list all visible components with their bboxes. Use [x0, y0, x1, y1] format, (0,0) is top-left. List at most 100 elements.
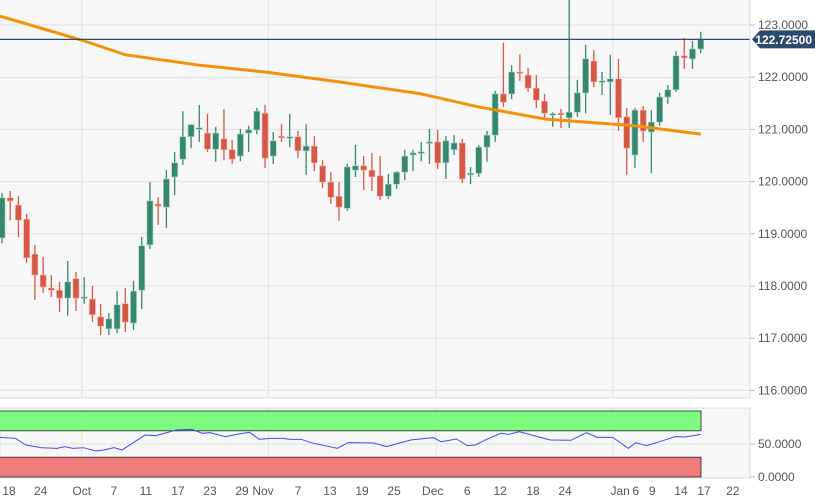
- date-axis: 18 24 Oct 7 11 17 23 29 Nov 7 13 19 25 Dec 6 12 18 24 Jan 6…: [2, 484, 739, 498]
- candle-body: [335, 195, 343, 208]
- candle-body: [409, 152, 417, 156]
- candle: [475, 145, 483, 177]
- candle: [393, 171, 400, 189]
- candle: [606, 54, 614, 115]
- candle: [516, 54, 524, 81]
- candle: [138, 236, 146, 309]
- candle: [97, 303, 104, 336]
- candle: [269, 132, 277, 164]
- candle-body: [72, 278, 80, 299]
- candle-body: [672, 55, 680, 91]
- candle-body: [294, 136, 302, 152]
- candle-body: [31, 253, 39, 276]
- candle: [352, 145, 359, 177]
- candle-body: [302, 145, 310, 152]
- last-price-badge: 122.72500: [752, 30, 815, 49]
- candle: [64, 260, 72, 316]
- candle-body: [376, 175, 384, 197]
- candle: [56, 281, 63, 313]
- date-tick-label: Dec: [422, 484, 443, 498]
- candle: [631, 107, 639, 169]
- candle: [385, 173, 392, 199]
- candle: [154, 197, 162, 225]
- candle: [302, 124, 310, 175]
- candle-body: [500, 93, 507, 103]
- candle: [311, 136, 318, 172]
- candle-body: [89, 298, 96, 316]
- candles: [0, 0, 705, 336]
- candle-body: [113, 304, 121, 330]
- candle-body: [450, 142, 458, 151]
- candle-body: [0, 197, 6, 239]
- candle: [130, 280, 137, 330]
- candle-body: [360, 165, 367, 171]
- candle-body: [80, 296, 88, 299]
- candle-body: [434, 141, 441, 164]
- price-tick-label: 121.0000: [758, 122, 808, 136]
- date-tick-label: 11: [140, 484, 153, 498]
- last-price-label: 122.72500: [755, 33, 812, 47]
- date-tick-label: 12: [493, 484, 507, 498]
- candle-body: [171, 162, 178, 178]
- candle-body: [253, 110, 261, 131]
- candle: [171, 151, 178, 196]
- candle: [541, 93, 548, 118]
- candle: [664, 85, 672, 104]
- candle: [23, 213, 30, 264]
- candle-body: [122, 303, 129, 323]
- candle-body: [311, 145, 318, 164]
- candle-body: [237, 133, 244, 157]
- candle-body: [606, 78, 614, 83]
- date-tick-label: 24: [34, 484, 48, 498]
- candle: [672, 51, 680, 92]
- candle: [343, 163, 351, 211]
- rsi-line: [0, 428, 701, 452]
- candle: [179, 111, 187, 165]
- candle: [204, 113, 211, 152]
- date-tick-label: 25: [387, 484, 401, 498]
- candle-body: [664, 89, 672, 98]
- candle: [434, 129, 441, 170]
- candle-body: [319, 165, 326, 183]
- candle-body: [212, 132, 220, 150]
- price-tick-label: 123.0000: [758, 18, 808, 32]
- candle: [245, 125, 252, 152]
- candle: [228, 139, 236, 164]
- price-tick-label: 118.0000: [758, 279, 807, 293]
- candle-body: [269, 140, 277, 157]
- candle-body: [516, 71, 524, 74]
- candle: [6, 190, 14, 221]
- candle: [294, 130, 302, 159]
- candle: [524, 67, 532, 92]
- candle: [15, 196, 22, 237]
- price-tick-label: 120.0000: [758, 175, 808, 189]
- candle-body: [48, 287, 55, 291]
- candle: [508, 65, 515, 100]
- candle-body: [459, 142, 466, 180]
- candle: [639, 105, 647, 142]
- candle-body: [195, 127, 203, 130]
- candle-body: [6, 197, 14, 202]
- candle: [261, 104, 269, 169]
- date-tick-label: 18: [2, 484, 16, 498]
- candle-body: [138, 245, 146, 291]
- candle: [39, 256, 47, 293]
- candle: [615, 58, 622, 131]
- candle: [491, 90, 499, 142]
- candle: [483, 130, 491, 162]
- candle: [195, 104, 203, 142]
- candle: [623, 107, 631, 175]
- candle-body: [228, 149, 236, 160]
- price-tick-label: 116.0000: [758, 383, 807, 397]
- candle-body: [368, 169, 376, 178]
- candle-body: [508, 71, 515, 95]
- candle: [368, 152, 376, 191]
- candle: [582, 44, 589, 114]
- candle-body: [565, 111, 573, 119]
- price-tick-label: 119.0000: [758, 227, 807, 241]
- candle-body: [574, 92, 581, 113]
- candle: [89, 286, 96, 323]
- candle: [565, 0, 573, 128]
- candle: [467, 166, 474, 185]
